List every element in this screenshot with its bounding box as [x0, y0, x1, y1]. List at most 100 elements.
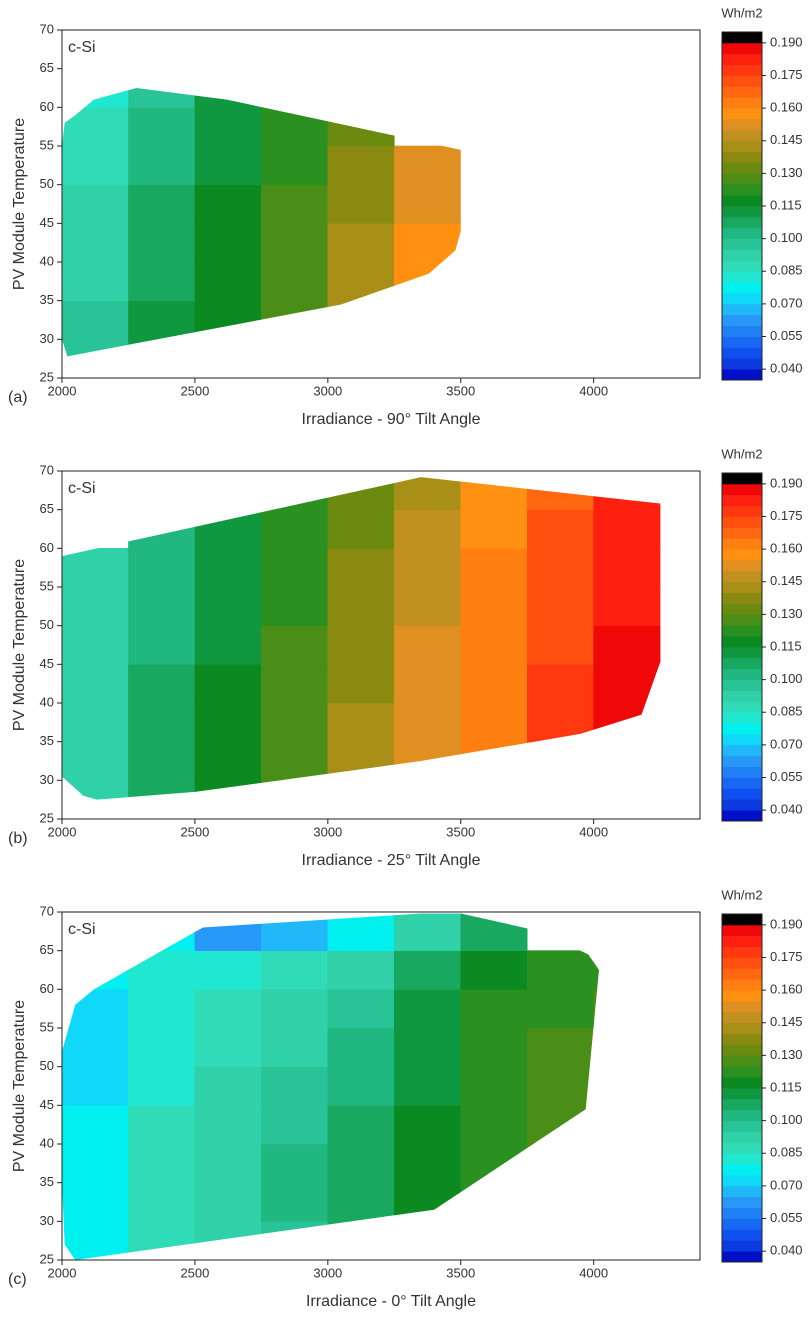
x-tick-label: 2000	[48, 1265, 77, 1280]
contour-cell	[460, 509, 528, 549]
contour-cell	[62, 586, 129, 626]
colorbar-band	[722, 1153, 762, 1165]
x-tick-label: 3500	[446, 383, 475, 398]
contour-cell	[327, 1143, 395, 1183]
contour-cell	[194, 702, 262, 742]
contour-cell	[393, 741, 462, 781]
contour-cell	[327, 300, 395, 340]
annotation: c-Si	[68, 39, 96, 56]
colorbar-band	[722, 227, 762, 240]
contour-cell	[261, 586, 329, 626]
contour-cell	[62, 223, 129, 263]
contour-cell	[526, 548, 594, 588]
colorbar-band	[722, 53, 762, 66]
colorbar-band	[722, 766, 762, 778]
colorbar-band	[722, 314, 762, 327]
contour-cell	[128, 989, 196, 1029]
x-tick-label: 3500	[446, 1265, 475, 1280]
contour-cell	[327, 702, 395, 742]
contour-cell	[327, 664, 395, 704]
contour-cell	[194, 989, 262, 1029]
y-tick-label: 40	[40, 1135, 54, 1150]
contour-cell	[593, 509, 661, 549]
contour-cell	[128, 1027, 196, 1067]
colorbar-band	[722, 946, 762, 958]
contour-cell	[593, 702, 661, 742]
colorbar-band	[722, 990, 762, 1002]
colorbar-tick-label: 0.070	[770, 1177, 803, 1192]
contour-cell	[194, 184, 262, 224]
contour-cell	[460, 477, 528, 510]
colorbar-band	[722, 108, 762, 120]
colorbar-tick-label: 0.175	[770, 508, 803, 523]
y-tick-label: 65	[40, 501, 54, 516]
contour-cell	[62, 145, 129, 185]
contour-cell	[62, 780, 129, 800]
contour-cell	[62, 1027, 129, 1067]
colorbar-band	[722, 249, 762, 261]
colorbar-band	[722, 42, 762, 55]
contour-cell	[194, 1027, 262, 1067]
contour-cell	[62, 741, 129, 781]
contour-cell	[128, 88, 196, 108]
contour-cell	[526, 989, 594, 1029]
colorbar-tick-label: 0.070	[770, 736, 803, 751]
contour-cell	[261, 1066, 329, 1106]
colorbar-tick-label: 0.055	[770, 328, 803, 343]
contour-cell	[194, 88, 262, 108]
contour-cell	[62, 184, 129, 224]
x-axis-label: Irradiance - 90° Tilt Angle	[302, 411, 481, 428]
colorbar-tick-label: 0.145	[770, 1014, 803, 1029]
contour-cell	[261, 950, 329, 990]
y-tick-label: 35	[40, 733, 54, 748]
contour-cell	[261, 780, 329, 800]
colorbar-tick-label: 0.115	[770, 638, 802, 653]
contour-cell	[460, 586, 528, 626]
colorbar-band	[722, 140, 762, 153]
contour-cell	[128, 913, 196, 951]
contour-cell	[393, 1105, 462, 1145]
colorbar-tick-label: 0.190	[770, 475, 803, 490]
contour-cell	[327, 509, 395, 549]
colorbar-band	[722, 1164, 762, 1176]
x-tick-label: 4000	[579, 383, 608, 398]
colorbar-band	[722, 1218, 762, 1230]
contour-cell	[128, 145, 196, 185]
contour-cell	[460, 548, 528, 588]
contour-cell	[261, 1105, 329, 1145]
colorbar-band	[722, 1066, 762, 1078]
contour-cell	[460, 664, 528, 704]
colorbar-tick-label: 0.175	[770, 67, 803, 82]
colorbar-band	[722, 647, 762, 659]
colorbar-band	[722, 151, 762, 163]
colorbar-title: Wh/m2	[721, 887, 762, 902]
colorbar-band	[722, 64, 762, 76]
contour-cell	[261, 261, 329, 301]
contour-cell	[128, 1143, 196, 1183]
x-tick-label: 4000	[579, 824, 608, 839]
contour-cell	[393, 1027, 462, 1067]
contour-cell	[128, 1182, 196, 1222]
colorbar-tick-label: 0.160	[770, 100, 803, 115]
colorbar-tick-label: 0.130	[770, 1047, 803, 1062]
contour-cell	[393, 339, 461, 357]
contour-cell	[128, 300, 196, 340]
contour-cell	[393, 913, 462, 951]
x-axis-label: Irradiance - 25° Tilt Angle	[302, 852, 481, 869]
contour-cell	[393, 625, 462, 665]
colorbar-band	[722, 516, 762, 528]
y-tick-label: 65	[40, 942, 54, 957]
colorbar-tick-label: 0.085	[770, 263, 803, 278]
contour-cell	[393, 184, 461, 224]
contour-cell	[393, 145, 461, 185]
contour-cell	[261, 300, 329, 340]
colorbar-tick-label: 0.055	[770, 769, 803, 784]
x-tick-label: 4000	[579, 1265, 608, 1280]
colorbar-band	[722, 690, 762, 702]
contour-cell	[62, 625, 129, 665]
colorbar-band	[722, 1131, 762, 1143]
contour-cell	[460, 780, 528, 800]
contour-cell	[62, 88, 129, 108]
contour-cell	[393, 1143, 462, 1183]
